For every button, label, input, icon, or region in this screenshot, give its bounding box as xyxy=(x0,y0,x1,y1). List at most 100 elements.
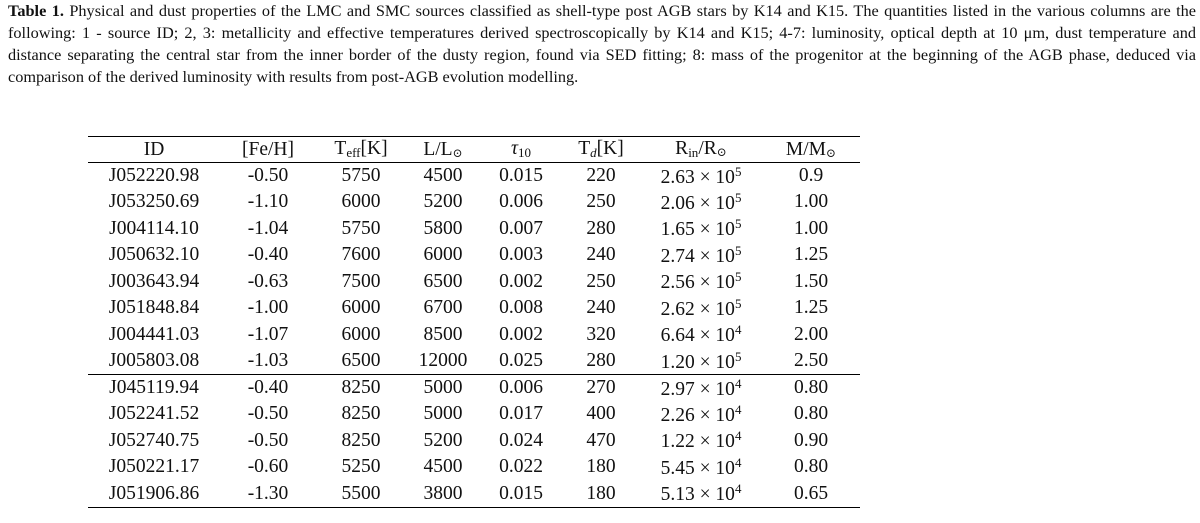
cell-tau: 0.003 xyxy=(499,244,543,266)
cell-luminosity: 5200 xyxy=(423,429,463,451)
cell-mass: 2.00 xyxy=(793,323,829,345)
cell-teff: 5250 xyxy=(341,456,381,478)
cell-feh: -1.10 xyxy=(247,191,289,213)
cell-feh: -0.50 xyxy=(247,403,289,425)
cell-mass: 1.00 xyxy=(793,217,829,239)
cell-rin: 2.06 × 105 xyxy=(660,189,742,214)
cell-id: J050632.10 xyxy=(108,244,200,266)
cell-tau: 0.015 xyxy=(499,165,543,186)
cell-teff: 8250 xyxy=(341,403,381,425)
cell-feh: -1.04 xyxy=(247,217,289,239)
cell-luminosity: 12000 xyxy=(418,350,468,371)
cell-luminosity: 6700 xyxy=(423,297,463,319)
table-row: J053250.69 -1.10 6000 5200 0.006 250 2.06 × 10… xyxy=(88,189,860,216)
header-td: Td[K] xyxy=(562,136,640,163)
table-row: J005803.08 -1.03 6500 12000 0.025 280 1.20 × 1… xyxy=(88,348,860,375)
cell-td: 180 xyxy=(586,456,616,478)
cell-tau: 0.015 xyxy=(480,480,562,508)
cell-tau: 0.007 xyxy=(499,217,543,239)
cell-tau: 0.002 xyxy=(499,270,543,292)
cell-tau: 0.024 xyxy=(499,429,543,451)
cell-id: J005803.08 xyxy=(108,350,200,371)
table-row: J052220.98 -0.50 5750 4500 0.015 220 2.63 × 10… xyxy=(88,163,860,190)
cell-id: J053250.69 xyxy=(108,191,200,213)
table-row: J045119.94 -0.40 8250 5000 0.006 270 2.97 × 10… xyxy=(88,374,860,401)
cell-rin: 1.22 × 104 xyxy=(660,428,742,453)
cell-rin: 6.64 × 104 xyxy=(660,322,742,347)
cell-td: 250 xyxy=(586,191,616,213)
cell-id: J052241.52 xyxy=(108,403,200,425)
cell-tau: 0.006 xyxy=(480,374,562,401)
cell-tau: 0.008 xyxy=(499,297,543,319)
cell-id: J051906.86 xyxy=(88,480,220,508)
cell-teff: 5500 xyxy=(316,480,406,508)
cell-mass: 1.50 xyxy=(793,270,829,292)
cell-teff: 5750 xyxy=(341,165,381,186)
cell-id: J004114.10 xyxy=(109,217,199,239)
cell-rin: 1.65 × 105 xyxy=(660,216,742,241)
table-row: J004114.10 -1.04 5750 5800 0.007 280 1.65 × 10… xyxy=(88,216,860,243)
table-row: J052740.75 -0.50 8250 5200 0.024 470 1.22 × 10… xyxy=(88,428,860,455)
table-row: J050632.10 -0.40 7600 6000 0.003 240 2.74 × 10… xyxy=(88,242,860,269)
cell-mass: 1.25 xyxy=(793,297,829,319)
cell-luminosity: 3800 xyxy=(406,480,480,508)
cell-luminosity: 4500 xyxy=(423,165,463,186)
cell-mass: 0.90 xyxy=(793,429,829,451)
cell-id: J050221.17 xyxy=(108,456,200,478)
cell-teff: 6000 xyxy=(341,297,381,319)
cell-tau: 0.025 xyxy=(499,350,543,371)
cell-feh: -0.63 xyxy=(247,270,289,292)
caption-text: Physical and dust properties of the LMC … xyxy=(8,1,1196,86)
cell-rin: 5.13 × 104 xyxy=(640,480,762,508)
cell-td: 250 xyxy=(586,270,616,292)
header-tau: τ10 xyxy=(480,136,562,163)
cell-id: J051848.84 xyxy=(108,297,200,319)
cell-luminosity: 6500 xyxy=(423,270,463,292)
table-body: J052220.98 -0.50 5750 4500 0.015 220 2.63 × 10… xyxy=(88,163,860,508)
table-row: J052241.52 -0.50 8250 5000 0.017 400 2.26 × 10… xyxy=(88,401,860,428)
cell-mass: 2.50 xyxy=(793,350,829,371)
cell-mass: 1.25 xyxy=(793,244,829,266)
cell-rin: 2.63 × 105 xyxy=(660,163,742,188)
cell-mass: 0.80 xyxy=(793,456,829,478)
cell-teff: 8250 xyxy=(341,429,381,451)
header-mass: M/M⊙ xyxy=(762,136,860,163)
cell-teff: 6000 xyxy=(341,323,381,345)
cell-rin: 2.62 × 105 xyxy=(660,295,742,320)
header-feh: [Fe/H] xyxy=(220,136,316,163)
cell-teff: 6000 xyxy=(341,191,381,213)
cell-td: 400 xyxy=(586,403,616,425)
cell-rin: 2.97 × 104 xyxy=(640,374,762,401)
cell-rin: 2.56 × 105 xyxy=(660,269,742,294)
header-teff: Teff[K] xyxy=(316,136,406,163)
cell-tau: 0.022 xyxy=(499,456,543,478)
cell-rin: 2.26 × 104 xyxy=(660,401,742,426)
cell-td: 280 xyxy=(586,350,616,371)
cell-id: J004441.03 xyxy=(108,323,200,345)
cell-rin: 1.20 × 105 xyxy=(660,348,742,373)
cell-feh: -0.40 xyxy=(247,244,289,266)
cell-feh: -1.30 xyxy=(220,480,316,508)
cell-rin: 2.74 × 105 xyxy=(660,242,742,267)
cell-teff: 8250 xyxy=(316,374,406,401)
header-rin: Rin/R⊙ xyxy=(640,136,762,163)
cell-mass: 1.00 xyxy=(793,191,829,213)
cell-feh: -0.40 xyxy=(220,374,316,401)
cell-mass: 0.80 xyxy=(793,403,829,425)
cell-mass: 0.65 xyxy=(762,480,860,508)
cell-feh: -0.60 xyxy=(247,456,289,478)
table-label: Table 1. xyxy=(8,1,64,20)
cell-feh: -1.07 xyxy=(247,323,289,345)
cell-td: 240 xyxy=(586,297,616,319)
cell-td: 280 xyxy=(586,217,616,239)
cell-td: 220 xyxy=(586,165,616,186)
table-row: J051906.86 -1.30 5500 3800 0.015 180 5.13 × 10… xyxy=(88,480,860,508)
cell-id: J003643.94 xyxy=(108,270,200,292)
table-row: J051848.84 -1.00 6000 6700 0.008 240 2.62 × 10… xyxy=(88,295,860,322)
table-caption: Table 1. Physical and dust properties of… xyxy=(8,0,1196,88)
cell-teff: 6500 xyxy=(341,350,381,371)
cell-teff: 7500 xyxy=(341,270,381,292)
cell-rin: 5.45 × 104 xyxy=(660,454,742,479)
table-row: J004441.03 -1.07 6000 8500 0.002 320 6.64 × 10… xyxy=(88,322,860,349)
cell-td: 320 xyxy=(586,323,616,345)
